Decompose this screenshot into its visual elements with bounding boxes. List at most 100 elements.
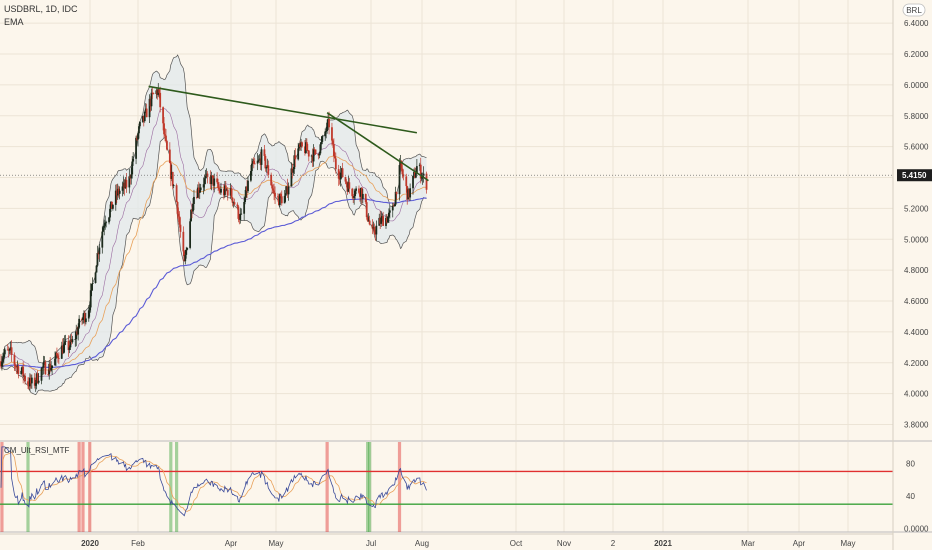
candle-body <box>190 209 192 222</box>
candle-body <box>121 186 124 191</box>
candle-body <box>360 187 363 199</box>
price-axis-label: 4.4000 <box>904 328 929 337</box>
candle-body <box>231 197 234 203</box>
candle-body <box>116 188 119 196</box>
candle-body <box>57 358 60 360</box>
candle-body <box>136 137 138 140</box>
candle-body <box>8 348 11 351</box>
candle-body <box>138 126 140 134</box>
candle-body <box>22 366 25 377</box>
candle-body <box>157 89 160 95</box>
candle-body <box>36 373 39 383</box>
candle-body <box>210 175 213 185</box>
candle-body <box>195 196 198 198</box>
candle-body <box>62 344 65 354</box>
candle-body <box>361 193 364 199</box>
candle-body <box>145 108 148 118</box>
candle-body <box>16 366 19 367</box>
candle-body <box>141 115 144 122</box>
candle-body <box>3 349 6 355</box>
candle-body <box>273 190 275 193</box>
candle-body <box>1 361 3 367</box>
candle-body <box>143 111 146 122</box>
rsi-overbought-bar <box>77 442 81 532</box>
candle-body <box>158 89 161 93</box>
candle-body <box>189 221 192 248</box>
time-axis-label: Aug <box>415 539 429 548</box>
candle-body <box>182 231 185 252</box>
candle-body <box>328 118 330 128</box>
candle-body <box>1 358 4 362</box>
candle-body <box>76 331 79 335</box>
candle-body <box>132 158 135 162</box>
candle-body <box>319 144 322 154</box>
candle-body <box>102 227 105 232</box>
candle-body <box>300 142 302 147</box>
candle-body <box>232 202 235 204</box>
candle-body <box>230 188 233 198</box>
candle-body <box>299 144 302 147</box>
ema-label[interactable]: EMA <box>4 17 24 27</box>
indicator-label[interactable]: CM_Ult_RSI_MTF <box>4 446 70 455</box>
candle-body <box>324 131 327 137</box>
candle-body <box>392 205 395 207</box>
last-price-box <box>897 169 932 182</box>
candle-body <box>412 175 414 189</box>
candle-body <box>196 187 199 198</box>
candle-body <box>219 189 221 193</box>
candle-body <box>197 187 200 193</box>
candle-body <box>399 160 402 166</box>
time-axis-label: Oct <box>510 539 523 548</box>
candle-body <box>84 313 86 323</box>
candle-body <box>366 217 369 221</box>
candle-body <box>415 166 418 174</box>
candle-body <box>339 172 342 180</box>
candle-body <box>171 171 174 186</box>
candle-body <box>84 318 87 323</box>
candle-body <box>334 158 337 170</box>
candle-body <box>50 368 53 371</box>
candle-body <box>312 149 315 162</box>
candle-body <box>48 363 51 375</box>
candle-body <box>128 176 131 188</box>
candle-body <box>379 217 382 224</box>
price-axis-label: 5.0000 <box>904 235 929 244</box>
candle-body <box>108 217 110 223</box>
candle-body <box>202 184 205 188</box>
candle-body <box>13 354 16 365</box>
candle-body <box>139 121 141 127</box>
candle-body <box>28 384 30 387</box>
trendline-1 <box>148 85 418 134</box>
candle-body <box>243 201 246 214</box>
candle-body <box>353 196 356 198</box>
candle-body <box>283 195 286 204</box>
candle-body <box>260 149 263 165</box>
rsi-overbought-bar <box>325 442 329 532</box>
candle-body <box>33 377 36 386</box>
candle-body <box>168 149 171 163</box>
candle-body <box>29 378 32 384</box>
candle-body <box>148 98 151 118</box>
candle-body <box>166 141 168 150</box>
candle-body <box>291 168 294 173</box>
candle-body <box>199 187 202 191</box>
candle-body <box>278 194 281 206</box>
candle-body <box>60 345 63 359</box>
candle-body <box>88 307 91 311</box>
symbol-title[interactable]: USDBRL, 1D, IDC <box>4 4 78 14</box>
candle-body <box>250 171 252 181</box>
candle-body <box>310 155 313 157</box>
candle-body <box>240 213 243 215</box>
candle-body <box>186 247 189 250</box>
candle-body <box>40 368 43 381</box>
candle-body <box>191 209 193 212</box>
candle-body <box>95 265 98 273</box>
candle-body <box>63 341 66 345</box>
candle-body <box>105 222 108 224</box>
price-axis-label: 4.2000 <box>904 359 929 368</box>
candle-body <box>367 220 370 222</box>
candle-body <box>420 177 423 179</box>
candle-body <box>382 216 385 226</box>
